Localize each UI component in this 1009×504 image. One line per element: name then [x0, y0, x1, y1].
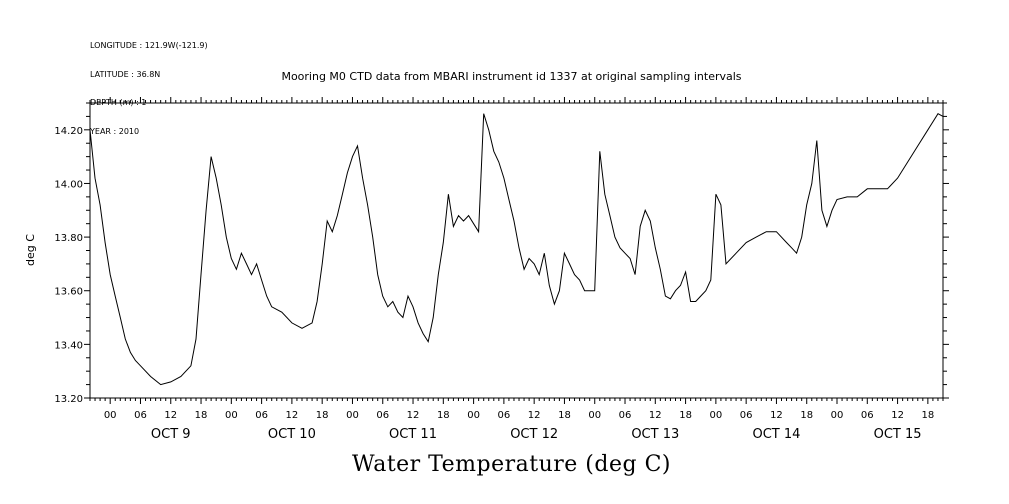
- meta-latitude: LATITUDE : 36.8N: [90, 69, 161, 79]
- x-tick-label-hour: 12: [286, 410, 299, 421]
- x-tick-label-hour: 18: [679, 410, 692, 421]
- x-tick-labels: 00 06 12 18 00 06 12 18 00 06 12 18 00 06 12 18 00 06 12 18…: [104, 410, 934, 442]
- x-tick-label-hour: 18: [800, 410, 813, 421]
- x-tick-label-day: OCT 15: [874, 427, 922, 442]
- plot-frame: [89, 102, 944, 399]
- x-tick-label-hour: 06: [861, 410, 874, 421]
- chart-title: Mooring M0 CTD data from MBARI instrumen…: [281, 70, 742, 83]
- axis-ticks: [84, 97, 949, 404]
- x-tick-label-hour: 00: [710, 410, 723, 421]
- y-axis-label: deg C: [24, 234, 37, 266]
- x-tick-label-hour: 12: [891, 410, 904, 421]
- x-tick-label-day: OCT 11: [389, 427, 437, 442]
- x-tick-label-hour: 06: [376, 410, 389, 421]
- x-tick-label-hour: 00: [104, 410, 117, 421]
- y-tick-label: 13.20: [54, 394, 83, 405]
- x-tick-label-hour: 06: [619, 410, 632, 421]
- x-tick-label-hour: 06: [255, 410, 268, 421]
- x-tick-label-hour: 00: [467, 410, 480, 421]
- y-tick-label: 13.40: [54, 340, 83, 351]
- series-line-water-temperature: [89, 113, 944, 386]
- x-tick-label-hour: 18: [316, 410, 329, 421]
- y-tick-label: 13.80: [54, 233, 83, 244]
- x-tick-label-hour: 18: [195, 410, 208, 421]
- meta-year: YEAR : 2010: [90, 126, 140, 136]
- x-tick-label-day: OCT 9: [151, 427, 191, 442]
- x-tick-label-hour: 18: [558, 410, 571, 421]
- y-tick-label: 14.20: [54, 126, 83, 137]
- x-tick-label-hour: 06: [134, 410, 147, 421]
- x-tick-label-hour: 12: [407, 410, 420, 421]
- footer-title: Water Temperature (deg C): [352, 452, 671, 477]
- x-tick-label-day: OCT 13: [631, 427, 679, 442]
- x-tick-label-hour: 06: [498, 410, 511, 421]
- x-tick-label-hour: 00: [588, 410, 601, 421]
- x-tick-label-day: OCT 12: [510, 427, 558, 442]
- x-tick-label-hour: 18: [437, 410, 450, 421]
- x-tick-label-hour: 18: [921, 410, 934, 421]
- y-tick-labels: 13.20 13.40 13.60 13.80 14.00 14.20: [54, 126, 83, 405]
- x-tick-label-hour: 12: [164, 410, 177, 421]
- x-tick-label-hour: 12: [649, 410, 662, 421]
- x-tick-label-hour: 00: [225, 410, 238, 421]
- x-tick-label-hour: 00: [831, 410, 844, 421]
- x-tick-label-hour: 12: [770, 410, 783, 421]
- x-tick-label-hour: 06: [740, 410, 753, 421]
- x-tick-label-hour: 12: [528, 410, 541, 421]
- x-tick-label-day: OCT 10: [268, 427, 316, 442]
- meta-longitude: LONGITUDE : 121.9W(-121.9): [90, 41, 208, 50]
- y-tick-label: 13.60: [54, 287, 83, 298]
- x-tick-label-hour: 00: [346, 410, 359, 421]
- x-tick-label-day: OCT 14: [752, 427, 800, 442]
- y-tick-label: 14.00: [54, 179, 83, 190]
